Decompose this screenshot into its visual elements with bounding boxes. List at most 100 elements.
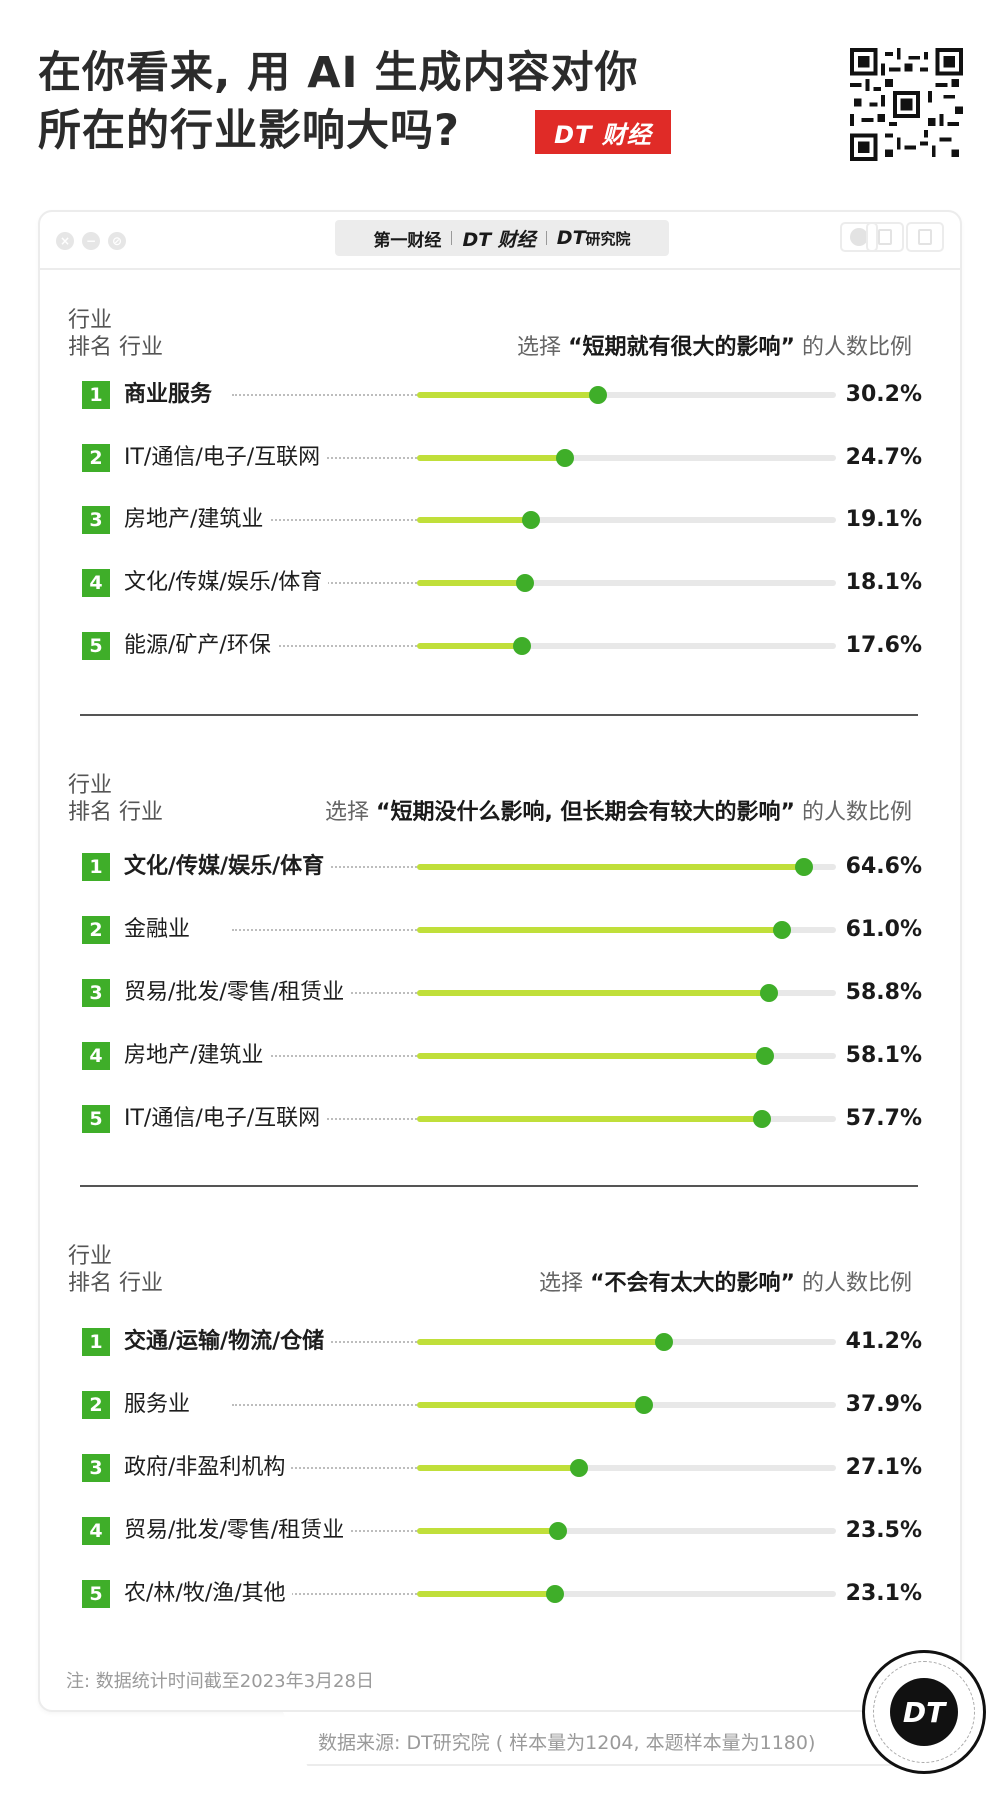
bar-knob (548, 1522, 567, 1540)
percent-value: 23.5% (845, 1518, 922, 1543)
rank-badge: 1 (82, 1328, 110, 1356)
bar-knob (794, 858, 813, 876)
bar-knob (759, 984, 778, 1002)
bar-track (417, 1585, 836, 1603)
window-titlebar: × − ⊘ 第一财经 DT 财经 DT研究院 (40, 212, 960, 270)
bar-track (417, 511, 836, 529)
dotted-leader (232, 645, 417, 647)
section3-header-left: 行业 排名 行业 (68, 1244, 163, 1296)
bar-fill (417, 455, 565, 461)
zoom-icon[interactable]: ⊘ (108, 232, 126, 250)
percent-value: 61.0% (845, 917, 922, 942)
ranking-row: 2 服务业 37.9% (82, 1387, 922, 1423)
ranking-row: 2 金融业 61.0% (82, 912, 922, 948)
bar-track (417, 1047, 836, 1065)
bar-knob (516, 574, 535, 592)
rank-badge: 3 (82, 1454, 110, 1482)
rank-badge: 5 (82, 1105, 110, 1133)
industry-name: 服务业 (124, 1387, 197, 1423)
rank-badge: 4 (82, 1517, 110, 1545)
minimize-icon[interactable]: − (82, 232, 100, 250)
bar-fill (417, 580, 526, 586)
bar-knob (513, 637, 532, 655)
ranking-row: 4 房地产/建筑业 58.1% (82, 1038, 922, 1074)
dotted-leader (232, 1593, 417, 1595)
dt-caijing-brand-badge: DT 财经 (535, 110, 671, 154)
dotted-leader (232, 1055, 417, 1057)
industry-name: 贸易/批发/零售/租赁业 (124, 975, 351, 1011)
ranking-row: 4 文化/传媒/娱乐/体育 18.1% (82, 565, 922, 601)
industry-name: 交通/运输/物流/仓储 (124, 1324, 331, 1360)
ranking-row: 4 贸易/批发/零售/租赁业 23.5% (82, 1513, 922, 1549)
ranking-row: 3 房地产/建筑业 19.1% (82, 502, 922, 538)
rank-badge: 2 (82, 1391, 110, 1419)
industry-name: 商业服务 (124, 377, 219, 413)
industry-name: 金融业 (124, 912, 197, 948)
title-line-2: 所在的行业影响大吗? (38, 106, 460, 156)
bar-fill (417, 1591, 556, 1597)
rank-badge: 1 (82, 381, 110, 409)
bar-knob (755, 1047, 774, 1065)
share-icon[interactable] (866, 222, 904, 252)
percent-value: 27.1% (845, 1455, 922, 1480)
bar-track (417, 921, 836, 939)
bar-track (417, 449, 836, 467)
percent-value: 58.8% (845, 980, 922, 1005)
bar-fill (417, 1465, 580, 1471)
section-divider (80, 1185, 918, 1187)
industry-name: 房地产/建筑业 (124, 502, 270, 538)
bar-fill (417, 864, 804, 870)
bar-track (417, 1459, 836, 1477)
bar-fill (417, 1528, 558, 1534)
ranking-row: 5 农/林/牧/渔/其他 23.1% (82, 1576, 922, 1612)
percent-value: 37.9% (845, 1392, 922, 1417)
percent-value: 19.1% (845, 507, 922, 532)
dotted-leader (232, 1404, 417, 1406)
ranking-row: 2 IT/通信/电子/互联网 24.7% (82, 440, 922, 476)
section1-header-right: 选择 “短期就有很大的影响” 的人数比例 (517, 335, 912, 360)
bar-track (417, 1110, 836, 1128)
percent-value: 41.2% (845, 1329, 922, 1354)
industry-name: 贸易/批发/零售/租赁业 (124, 1513, 351, 1549)
bar-knob (522, 511, 541, 529)
section2-header-left: 行业 排名 行业 (68, 773, 163, 825)
partner-logos: 第一财经 DT 财经 DT研究院 (335, 220, 669, 256)
ranking-row: 5 能源/矿产/环保 17.6% (82, 628, 922, 664)
bar-knob (753, 1110, 772, 1128)
percent-value: 18.1% (845, 570, 922, 595)
bar-fill (417, 1053, 765, 1059)
rank-badge: 1 (82, 853, 110, 881)
industry-name: 文化/传媒/娱乐/体育 (124, 849, 331, 885)
rank-badge: 5 (82, 1580, 110, 1608)
window-icon[interactable] (906, 222, 944, 252)
industry-name: 政府/非盈利机构 (124, 1450, 292, 1486)
bar-knob (555, 449, 574, 467)
bar-knob (773, 921, 792, 939)
percent-value: 23.1% (845, 1581, 922, 1606)
bar-knob (588, 386, 607, 404)
industry-name: IT/通信/电子/互联网 (124, 1101, 327, 1137)
dotted-leader (232, 394, 417, 396)
yicai-logo: 第一财经 (373, 230, 442, 251)
industry-name: 能源/矿产/环保 (124, 628, 277, 664)
page-title: 在你看来, 用 AI 生成内容对你 所在的行业影响大吗? (38, 44, 639, 160)
bar-track (417, 1333, 836, 1351)
industry-name: 文化/传媒/娱乐/体育 (124, 565, 329, 601)
close-icon[interactable]: × (56, 232, 74, 250)
dotted-leader (232, 929, 417, 931)
rank-badge: 5 (82, 632, 110, 660)
rank-badge: 3 (82, 979, 110, 1007)
ranking-row: 3 政府/非盈利机构 27.1% (82, 1450, 922, 1486)
bar-fill (417, 392, 598, 398)
bar-fill (417, 927, 783, 933)
ranking-row: 1 文化/传媒/娱乐/体育 64.6% (82, 849, 922, 885)
percent-value: 57.7% (845, 1106, 922, 1131)
bar-fill (417, 1116, 763, 1122)
section2-header-right: 选择 “短期没什么影响, 但长期会有较大的影响” 的人数比例 (325, 800, 912, 825)
percent-value: 17.6% (845, 633, 922, 658)
record-icon[interactable] (840, 222, 878, 252)
bar-knob (654, 1333, 673, 1351)
bar-track (417, 386, 836, 404)
bar-fill (417, 1339, 664, 1345)
title-line-1: 在你看来, 用 AI 生成内容对你 (38, 48, 639, 98)
